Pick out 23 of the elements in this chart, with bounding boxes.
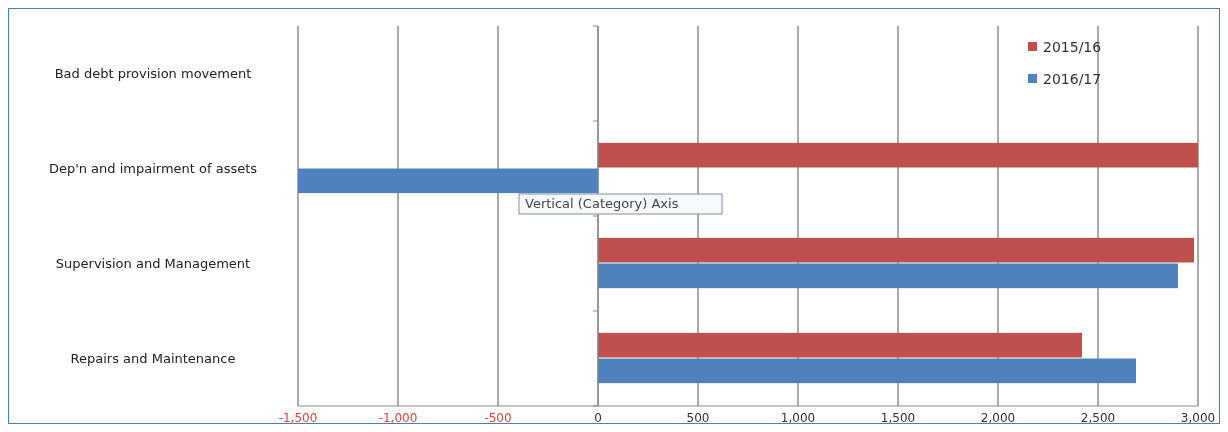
bar (598, 263, 1178, 289)
bar (598, 358, 1136, 384)
bar (298, 168, 598, 194)
y-tick-label: Bad debt provision movement (54, 65, 252, 81)
x-tick-label: 1,500 (880, 411, 916, 425)
bar (598, 142, 1198, 168)
x-tick-label: 500 (686, 411, 710, 425)
legend-label: 2015/16 (1043, 39, 1102, 55)
x-tick-label: -1,000 (378, 411, 418, 425)
x-tick-label: -1,500 (278, 411, 318, 425)
x-tick-label: 1,000 (780, 411, 816, 425)
x-tick-label: 2,500 (1080, 411, 1116, 425)
x-tick-label: 3,000 (1180, 411, 1216, 425)
x-tick-label: -500 (484, 411, 512, 425)
bar (598, 237, 1194, 263)
annotation: Vertical (Category) Axis (525, 196, 679, 211)
y-tick-label: Supervision and Management (55, 255, 251, 271)
bar (598, 332, 1082, 358)
x-tick-label: 0 (594, 411, 602, 425)
legend-label: 2016/17 (1043, 71, 1102, 87)
y-tick-label: Dep'n and impairment of assets (48, 160, 258, 176)
x-tick-label: 2,000 (980, 411, 1016, 425)
y-tick-label: Repairs and Maintenance (70, 350, 236, 366)
